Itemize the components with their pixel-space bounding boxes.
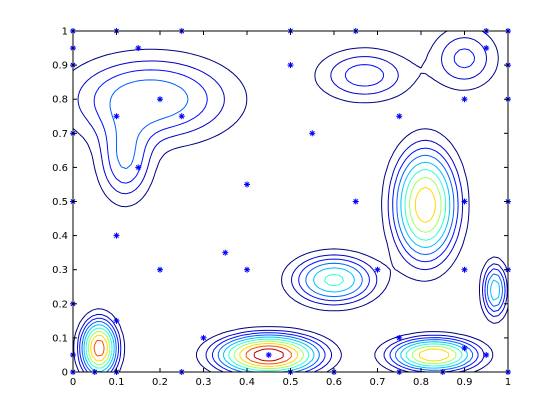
y-tick-label: 0 xyxy=(62,368,68,379)
data-marker xyxy=(114,318,120,324)
y-tick-label: 0.2 xyxy=(52,299,68,310)
data-marker xyxy=(201,335,207,341)
data-marker xyxy=(157,96,163,102)
x-tick-label: 0.4 xyxy=(239,377,255,388)
data-marker xyxy=(353,199,359,205)
data-marker xyxy=(462,199,468,205)
x-tick-label: 0.2 xyxy=(152,377,168,388)
y-tick-label: 0.6 xyxy=(52,163,68,174)
data-marker xyxy=(288,62,294,68)
x-tick-label: 0.7 xyxy=(370,377,386,388)
data-marker xyxy=(135,45,141,51)
x-tick-label: 1 xyxy=(505,377,511,388)
y-tick-label: 0.9 xyxy=(52,61,68,72)
data-marker xyxy=(396,113,402,119)
y-tick-label: 0.1 xyxy=(52,333,68,344)
y-tick-label: 1 xyxy=(62,27,68,38)
x-tick-label: 0.6 xyxy=(326,377,342,388)
y-tick-label: 0.3 xyxy=(52,265,68,276)
x-tick-label: 0.1 xyxy=(109,377,125,388)
y-tick-label: 0.5 xyxy=(52,197,68,208)
data-marker xyxy=(179,113,185,119)
data-marker xyxy=(462,96,468,102)
x-tick-label: 0.3 xyxy=(196,377,212,388)
data-marker xyxy=(462,345,468,351)
data-marker xyxy=(483,45,489,51)
y-tick-label: 0.8 xyxy=(52,95,68,106)
x-tick-label: 0.9 xyxy=(457,377,473,388)
x-tick-label: 0.8 xyxy=(413,377,429,388)
data-marker xyxy=(114,113,120,119)
x-tick-label: 0 xyxy=(70,377,76,388)
y-tick-label: 0.7 xyxy=(52,129,68,140)
y-tick-label: 0.4 xyxy=(52,231,68,242)
data-marker xyxy=(396,335,402,341)
x-tick-label: 0.5 xyxy=(283,377,299,388)
